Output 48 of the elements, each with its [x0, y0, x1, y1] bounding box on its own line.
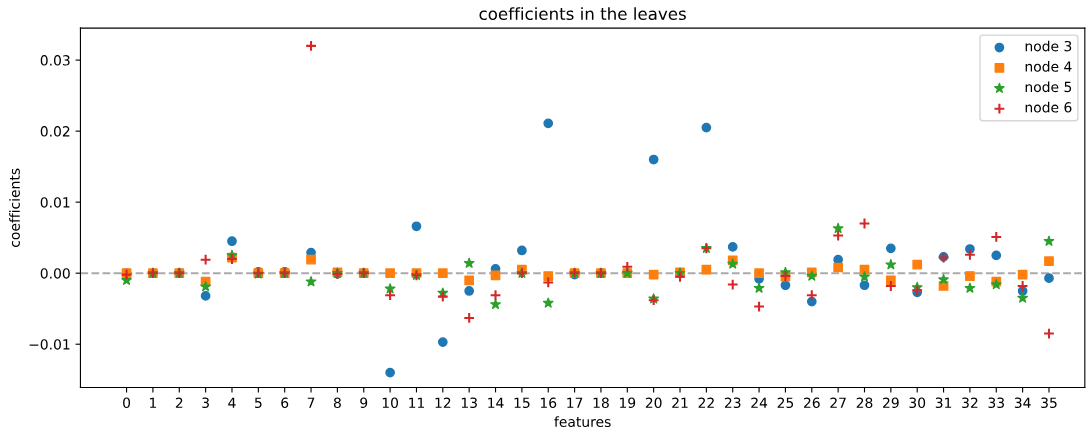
- y-axis-title: coefficients: [9, 168, 20, 247]
- y-tick-label: −0.01: [29, 339, 70, 350]
- x-tick-label: 17: [567, 397, 583, 408]
- x-tick-label: 11: [409, 397, 425, 408]
- y-tick-label: 0.00: [40, 268, 70, 279]
- x-tick-label: 15: [514, 397, 530, 409]
- x-tick-label: 7: [307, 397, 315, 408]
- x-tick-label: 8: [333, 397, 341, 409]
- x-tick-label: 29: [883, 397, 899, 409]
- x-tick-label: 0: [123, 397, 131, 409]
- x-tick-label: 22: [698, 397, 714, 408]
- legend-label: node 4: [1025, 61, 1072, 72]
- x-tick-label: 3: [202, 397, 209, 409]
- y-tick-label: 0.03: [40, 55, 70, 66]
- x-tick-label: 10: [382, 397, 399, 409]
- x-tick-label: 5: [254, 397, 262, 409]
- x-tick-label: 23: [724, 397, 741, 409]
- x-tick-label: 14: [488, 397, 504, 408]
- y-tick-label: 0.02: [40, 126, 70, 137]
- x-tick-label: 12: [435, 397, 451, 408]
- x-tick-label: 35: [1041, 397, 1057, 409]
- chart-title: coefficients in the leaves: [479, 7, 686, 21]
- x-tick-label: 9: [360, 397, 368, 409]
- x-tick-label: 30: [909, 397, 926, 409]
- x-tick-label: 25: [777, 397, 794, 409]
- x-tick-label: 16: [540, 397, 557, 409]
- y-tick-label: 0.01: [40, 197, 70, 208]
- x-tick-label: 20: [645, 397, 662, 409]
- legend-label: node 5: [1025, 81, 1072, 93]
- x-tick-label: 31: [935, 397, 952, 409]
- x-tick-label: 13: [461, 397, 477, 409]
- x-tick-label: 2: [175, 397, 183, 408]
- x-tick-label: 24: [751, 397, 768, 408]
- x-tick-label: 34: [1014, 397, 1031, 409]
- x-tick-label: 28: [856, 397, 873, 409]
- x-tick-label: 19: [619, 397, 636, 409]
- legend-label: node 3: [1025, 40, 1072, 52]
- x-tick-label: 32: [962, 397, 978, 409]
- x-tick-label: 26: [803, 397, 820, 409]
- x-tick-label: 21: [672, 397, 688, 408]
- x-tick-label: 33: [988, 397, 1004, 409]
- x-axis-title: features: [554, 416, 611, 428]
- x-tick-label: 18: [593, 397, 609, 409]
- x-tick-label: 1: [150, 397, 157, 408]
- x-tick-label: 27: [830, 397, 846, 408]
- legend-label: node 6: [1025, 101, 1072, 113]
- x-tick-label: 6: [281, 397, 289, 409]
- x-tick-label: 4: [228, 397, 236, 408]
